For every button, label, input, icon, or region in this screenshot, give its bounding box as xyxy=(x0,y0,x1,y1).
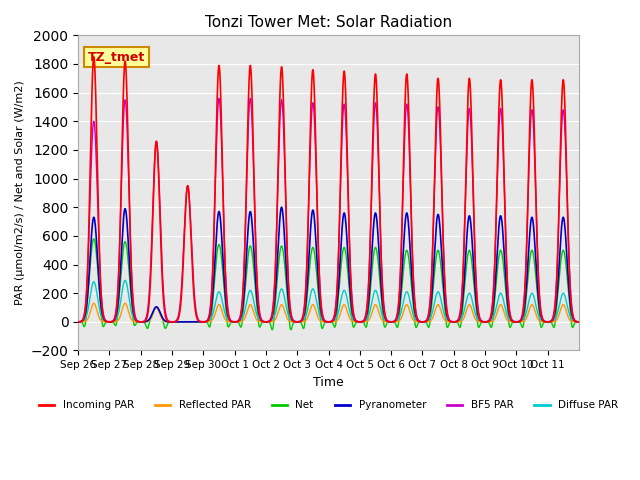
Legend: Incoming PAR, Reflected PAR, Net, Pyranometer, BF5 PAR, Diffuse PAR: Incoming PAR, Reflected PAR, Net, Pyrano… xyxy=(35,396,623,415)
Title: Tonzi Tower Met: Solar Radiation: Tonzi Tower Met: Solar Radiation xyxy=(205,15,452,30)
Y-axis label: PAR (μmol/m2/s) / Net and Solar (W/m2): PAR (μmol/m2/s) / Net and Solar (W/m2) xyxy=(15,81,25,305)
X-axis label: Time: Time xyxy=(313,376,344,389)
Text: TZ_tmet: TZ_tmet xyxy=(88,50,145,63)
